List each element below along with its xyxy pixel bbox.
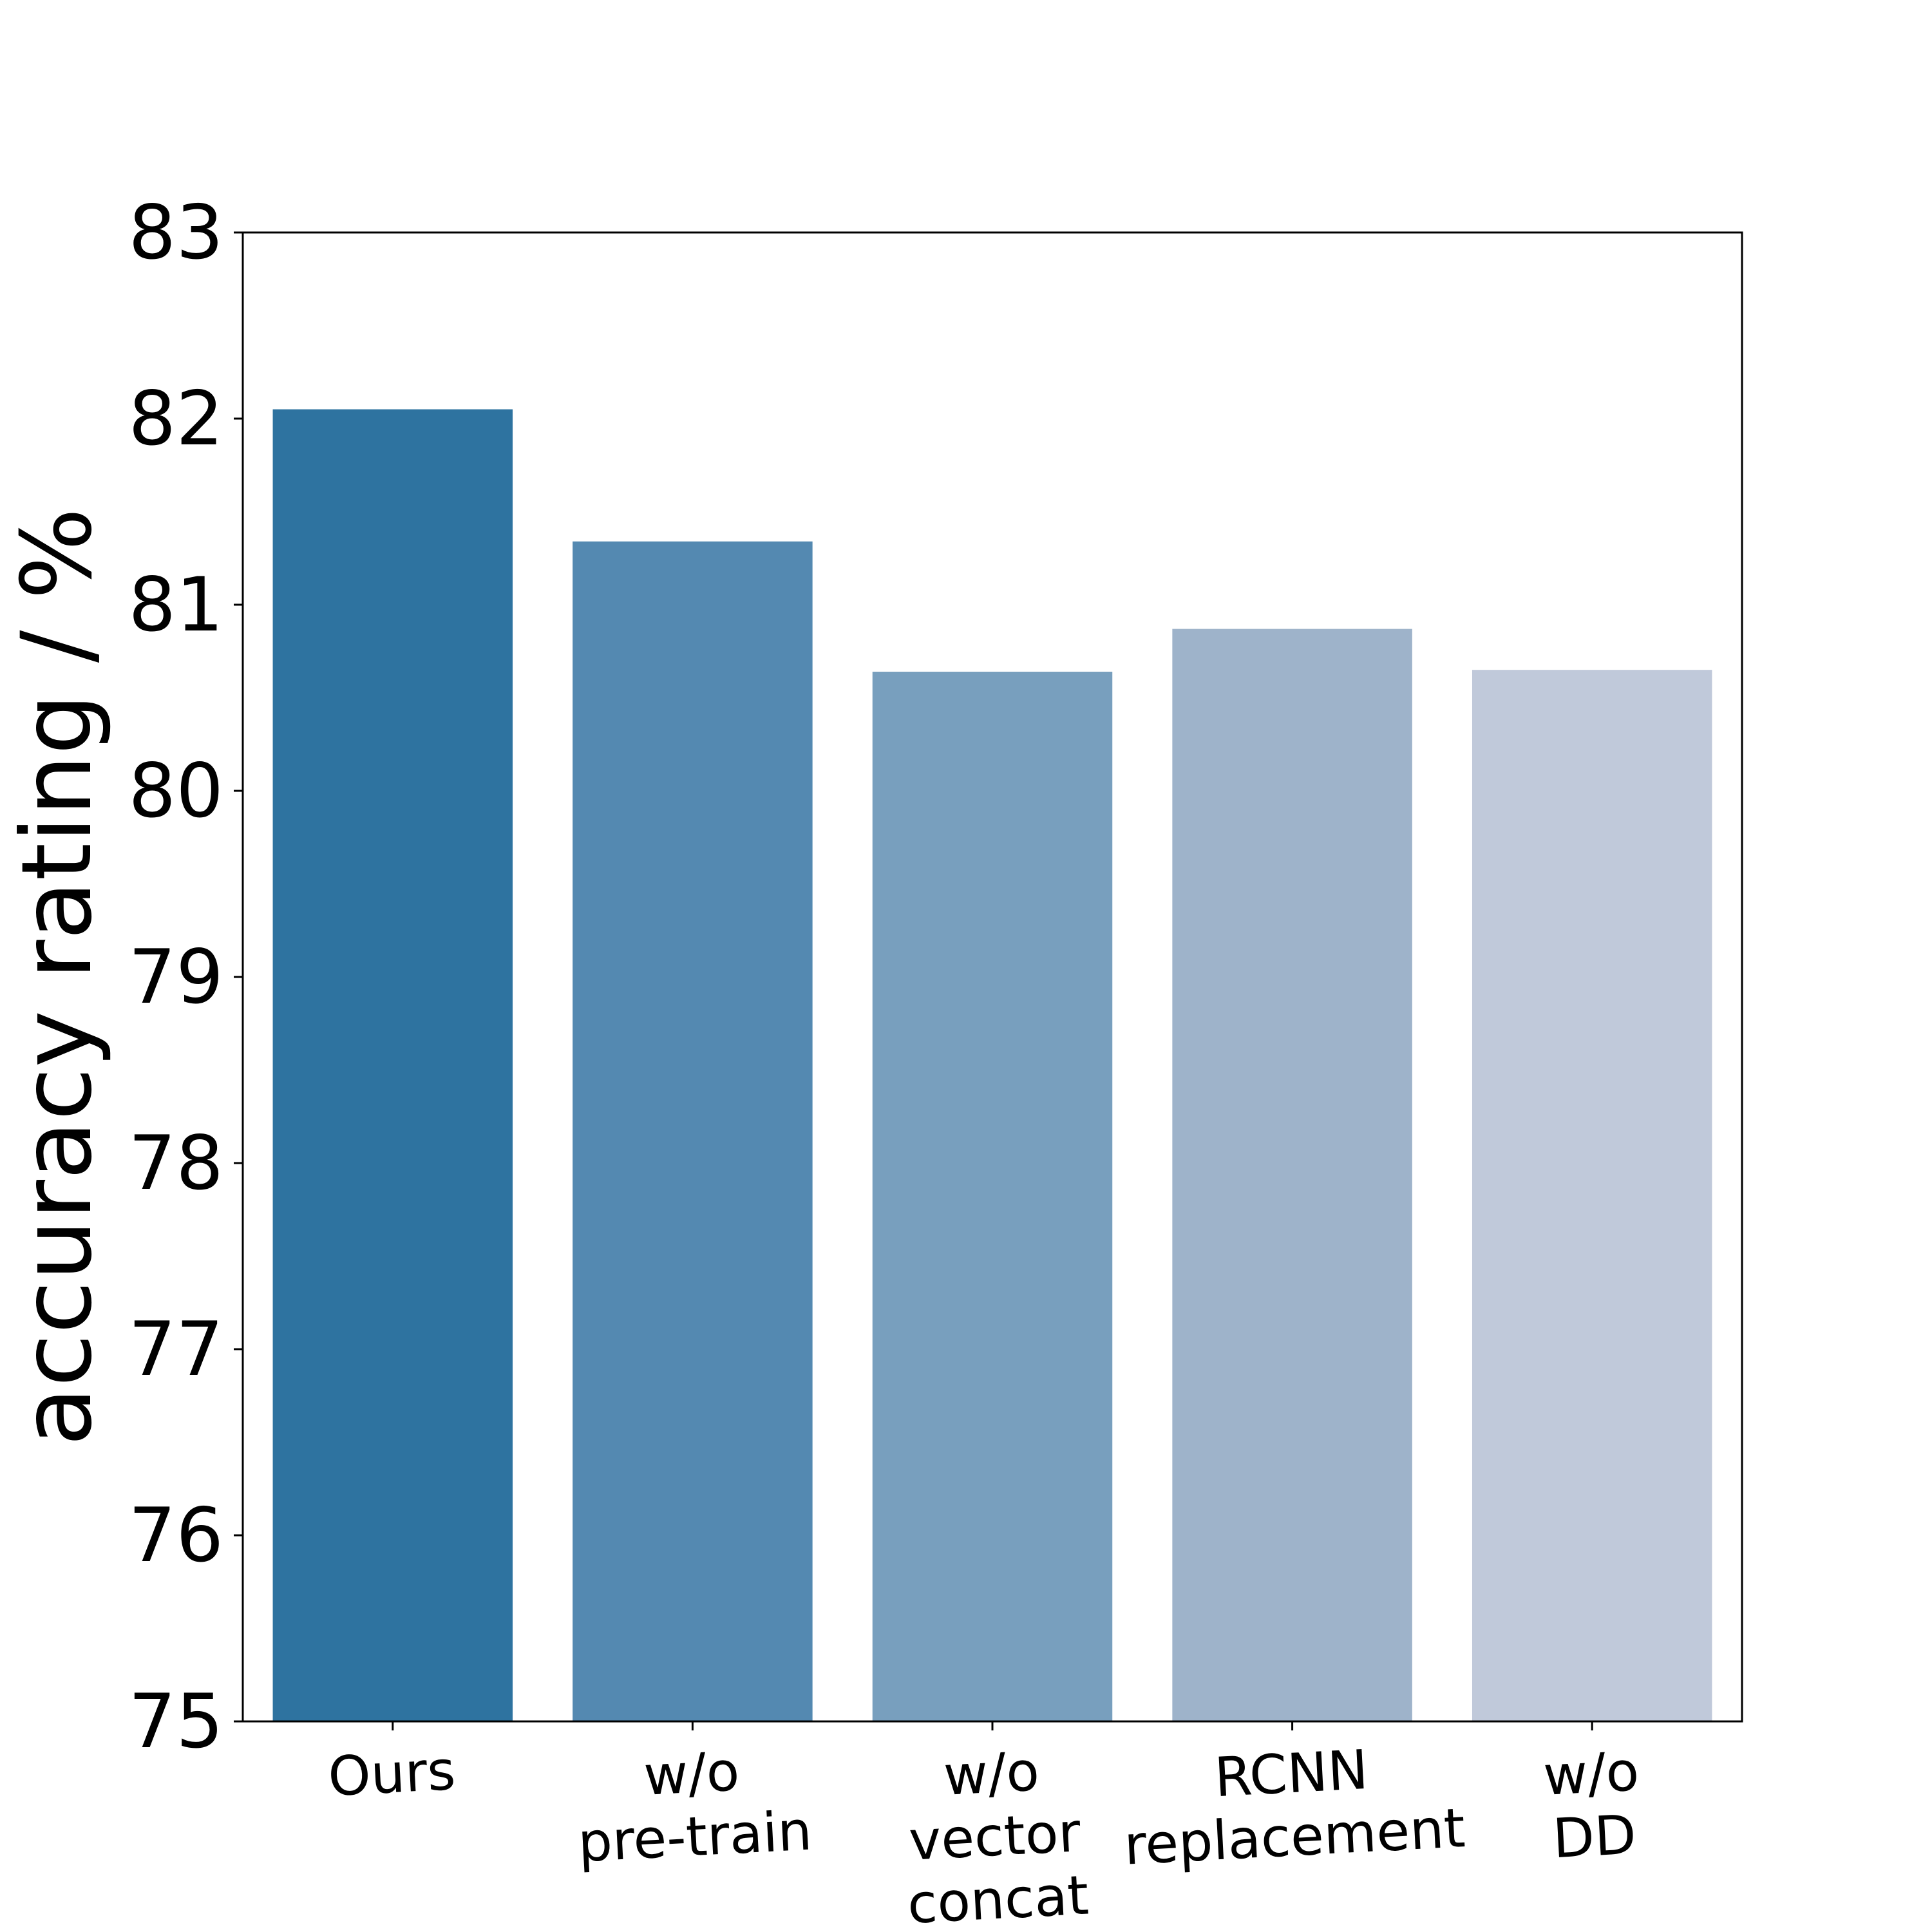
y-tick-label: 76 (128, 1492, 223, 1579)
x-axis-ticks: Ours w/opre-trainw/ovectorconcatRCNNrepla… (327, 1721, 1643, 1932)
x-tick-label: RCNNreplacement (1119, 1733, 1467, 1877)
x-tick-label-line: w/o (942, 1739, 1041, 1808)
bar-4 (1172, 629, 1412, 1721)
y-tick-label: 77 (128, 1306, 223, 1393)
x-tick-label-line: replacement (1122, 1796, 1466, 1877)
bar-5 (1472, 670, 1712, 1721)
x-tick-label: Ours (327, 1739, 457, 1808)
x-tick-label-line: vector (907, 1801, 1083, 1873)
y-tick-label: 82 (128, 375, 223, 462)
y-tick-label: 83 (128, 189, 223, 276)
bar-2 (573, 541, 813, 1721)
y-tick-label: 79 (128, 934, 223, 1021)
x-tick-label-line: Ours (327, 1739, 457, 1808)
x-tick-label-line: w/o (642, 1739, 741, 1808)
x-tick-label-line: pre-train (576, 1799, 813, 1874)
bar-3 (872, 672, 1113, 1721)
x-tick-label-line: concat (906, 1863, 1090, 1932)
x-tick-label-line: RCNN (1213, 1738, 1369, 1809)
bar-1 (272, 409, 513, 1721)
y-tick-label: 80 (128, 748, 223, 835)
y-tick-label: 78 (128, 1120, 223, 1207)
x-tick-label-line: w/o (1542, 1739, 1640, 1808)
x-tick-label: w/ovectorconcat (899, 1738, 1090, 1932)
x-tick-label-line: DD (1551, 1803, 1638, 1871)
x-tick-label: w/opre-train (573, 1736, 813, 1875)
y-tick-label: 81 (128, 562, 223, 649)
y-tick-label: 75 (128, 1678, 223, 1765)
y-axis-label: accuracy rating / % (1, 507, 113, 1446)
y-axis-ticks: 75 76 77 78 79 80 81 82 83 (128, 189, 243, 1765)
x-tick-label: w/oDD (1542, 1739, 1643, 1870)
bars (272, 409, 1712, 1721)
